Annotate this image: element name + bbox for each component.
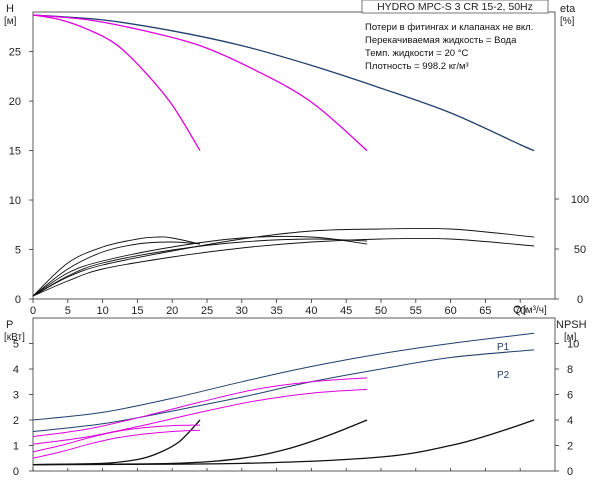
- npsh-curve: [32, 419, 535, 466]
- power-curve: [32, 332, 535, 421]
- eta-axis-unit: [%]: [560, 16, 575, 27]
- npsh-tick-label: 0: [567, 466, 573, 478]
- axes-layer: 0 5 10 15 20 25 30 35 40 45 50 55 60 65 70051015202505…: [9, 11, 589, 478]
- x-tick-label: 55: [410, 305, 422, 317]
- power-curve: [32, 388, 368, 445]
- eta-curve: [32, 236, 201, 297]
- power-curve: [32, 429, 201, 459]
- eta-curve: [32, 235, 368, 297]
- x-tick-label: 0: [30, 305, 36, 317]
- flow-axis-unit: [м³/ч]: [523, 305, 547, 316]
- power-tick-label: 3: [13, 390, 19, 402]
- power-curve: [32, 349, 535, 432]
- eta-curve: [32, 238, 368, 297]
- x-tick-label: 10: [96, 305, 108, 317]
- head-tick-label: 5: [15, 245, 21, 257]
- power-plot-frame: [32, 317, 556, 472]
- x-tick-label: 35: [270, 305, 282, 317]
- eta-tick-label: 0: [577, 294, 583, 306]
- eta-curve: [32, 227, 535, 297]
- curves-layer: [32, 14, 535, 466]
- head-tick-label: 10: [9, 195, 21, 207]
- x-tick-label: 65: [479, 305, 491, 317]
- x-tick-label: 40: [305, 305, 317, 317]
- head-axis-label: H: [6, 3, 14, 15]
- x-tick-label: 25: [201, 305, 213, 317]
- x-tick-label: 45: [340, 305, 352, 317]
- note-temperature: Темп. жидкости = 20 °C: [365, 48, 468, 59]
- title-box: [361, 0, 549, 14]
- power-tick-label: 4: [13, 364, 19, 376]
- head-tick-label: 0: [15, 294, 21, 306]
- npsh-tick-label: 8: [567, 364, 573, 376]
- p2-curve-label: P2: [497, 370, 510, 381]
- npsh-axis-unit: [м]: [564, 332, 577, 343]
- eta-axis-label: eta: [560, 3, 576, 15]
- chart-title: HYDRO MPC-S 3 CR 15-2, 50Hz: [377, 1, 533, 13]
- x-tick-label: 50: [375, 305, 387, 317]
- npsh-axis-label: NPSH: [556, 319, 587, 331]
- head-plot-frame: [32, 11, 556, 300]
- power-tick-label: 0: [13, 466, 19, 478]
- power-curve: [32, 377, 368, 438]
- npsh-tick-label: 6: [567, 390, 573, 402]
- head-tick-label: 25: [9, 47, 21, 59]
- eta-tick-label: 50: [574, 244, 586, 256]
- power-curve: [32, 424, 201, 453]
- x-tick-label: 30: [236, 305, 248, 317]
- eta-curve: [32, 237, 535, 297]
- note-liquid: Перекачиваемая жидкость = Вода: [365, 35, 517, 46]
- power-tick-label: 2: [13, 415, 19, 427]
- info-panel: HYDRO MPC-S 3 CR 15-2, 50Hz Потери в фит…: [361, 0, 549, 72]
- npsh-curve: [32, 419, 201, 466]
- power-tick-label: 5: [13, 339, 19, 351]
- npsh-tick-label: 4: [567, 415, 573, 427]
- head-curve: [32, 14, 535, 152]
- head-axis-unit: [м]: [4, 16, 17, 27]
- head-tick-label: 20: [9, 96, 21, 108]
- x-tick-label: 15: [131, 305, 143, 317]
- head-curve: [32, 14, 201, 151]
- npsh-tick-label: 2: [567, 441, 573, 453]
- power-axis-unit: [кВт]: [4, 332, 25, 343]
- flow-axis-label: Q: [513, 304, 522, 316]
- head-tick-label: 15: [9, 146, 21, 158]
- note-density: Плотность = 998.2 кг/м³: [365, 61, 469, 72]
- eta-curve: [32, 241, 201, 297]
- note-losses: Потери в фитингах и клапанах не вкл.: [365, 22, 533, 33]
- x-tick-label: 70: [514, 305, 526, 317]
- head-curve: [32, 14, 368, 152]
- npsh-tick-label: 10: [567, 339, 579, 351]
- power-axis-label: P: [6, 319, 13, 331]
- eta-tick-label: 100: [571, 194, 589, 206]
- x-tick-label: 20: [166, 305, 178, 317]
- power-tick-label: 1: [13, 441, 19, 453]
- p1-curve-label: P1: [497, 342, 510, 353]
- x-tick-label: 5: [65, 305, 71, 317]
- x-tick-label: 60: [444, 305, 456, 317]
